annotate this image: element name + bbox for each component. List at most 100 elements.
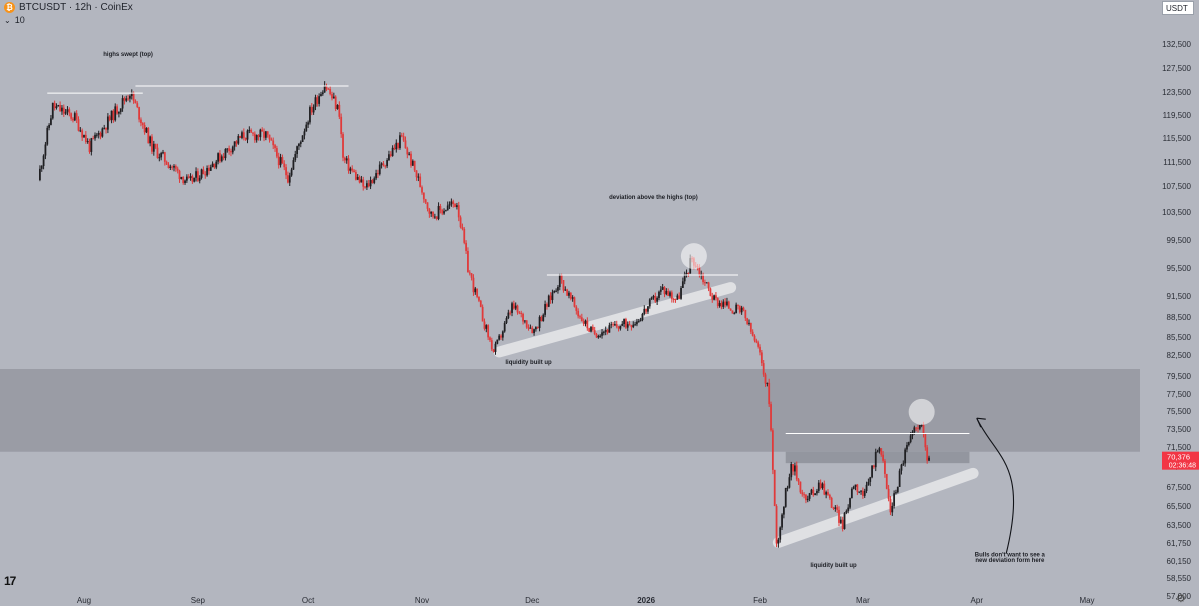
candle-body bbox=[73, 113, 76, 121]
candle-body bbox=[540, 316, 543, 322]
candle-body bbox=[395, 142, 398, 150]
candle-body bbox=[716, 298, 719, 307]
candle-body bbox=[147, 127, 150, 144]
candle-body bbox=[362, 179, 365, 187]
candle-body bbox=[599, 335, 602, 337]
candle-body bbox=[726, 301, 728, 306]
candle-body bbox=[184, 180, 186, 183]
candle-body bbox=[729, 308, 732, 311]
candle-body bbox=[803, 494, 806, 496]
candle-body bbox=[744, 309, 747, 319]
candle-body bbox=[59, 105, 62, 112]
candle-body bbox=[654, 296, 657, 302]
candle-body bbox=[312, 106, 315, 113]
candle-body bbox=[902, 463, 905, 465]
candle-body bbox=[733, 313, 736, 315]
currency-button[interactable]: USDT bbox=[1162, 1, 1194, 15]
candle-body bbox=[213, 163, 216, 168]
candle-body bbox=[233, 141, 236, 147]
candle-body bbox=[272, 140, 275, 146]
candle-body bbox=[674, 299, 677, 301]
x-tick-label: Sep bbox=[191, 596, 206, 605]
candle-body bbox=[591, 326, 594, 331]
candle-body bbox=[544, 304, 546, 315]
candle-body bbox=[795, 465, 798, 480]
candle-body bbox=[751, 331, 754, 336]
symbol-header[interactable]: ₿ BTCUSDT · 12h · CoinEx bbox=[4, 2, 133, 13]
candle-body bbox=[336, 104, 339, 109]
indicator-legend[interactable]: ⌄ 10 bbox=[4, 15, 25, 25]
candle-body bbox=[171, 166, 174, 168]
range-box bbox=[785, 451, 970, 464]
candle-body bbox=[884, 460, 886, 474]
candle-body bbox=[474, 288, 477, 293]
candle-body bbox=[123, 98, 126, 101]
candle-body bbox=[698, 267, 701, 276]
candle-body bbox=[781, 514, 783, 528]
candle-body bbox=[768, 382, 771, 405]
candle-body bbox=[242, 132, 245, 138]
candle-body bbox=[459, 217, 462, 228]
candle-body bbox=[742, 307, 745, 310]
bitcoin-icon: ₿ bbox=[4, 2, 15, 13]
candle-body bbox=[525, 320, 528, 328]
candle-body bbox=[299, 141, 302, 144]
candle-body bbox=[143, 124, 146, 133]
candle-body bbox=[173, 165, 175, 168]
candle-body bbox=[808, 493, 811, 499]
candle-body bbox=[496, 339, 499, 344]
candle-body bbox=[127, 98, 129, 100]
candle-body bbox=[632, 324, 635, 328]
candle-body bbox=[628, 324, 631, 326]
candle-body bbox=[757, 342, 760, 347]
candle-body bbox=[356, 176, 359, 180]
candle-body bbox=[667, 290, 670, 296]
candle-body bbox=[924, 433, 927, 448]
candle-body bbox=[569, 292, 572, 299]
candle-body bbox=[298, 143, 300, 147]
candle-body bbox=[551, 292, 554, 301]
candle-body bbox=[663, 287, 666, 295]
y-tick-label: 111,500 bbox=[1163, 158, 1191, 167]
chevron-down-icon[interactable]: ⌄ bbox=[4, 15, 11, 25]
candle-body bbox=[167, 164, 170, 168]
candle-body bbox=[259, 129, 262, 138]
candle-body bbox=[70, 113, 73, 119]
candle-body bbox=[546, 304, 548, 307]
x-tick-label: Feb bbox=[753, 596, 767, 605]
gear-icon[interactable]: ⚙ bbox=[1176, 593, 1186, 605]
candle-body bbox=[136, 103, 139, 108]
candle-body bbox=[119, 108, 122, 112]
candle-body bbox=[42, 155, 45, 167]
current-price-value: 70,376 bbox=[1167, 453, 1190, 462]
candle-body bbox=[557, 287, 559, 291]
candle-body bbox=[889, 499, 892, 513]
candle-body bbox=[615, 324, 618, 327]
candle-body bbox=[241, 132, 243, 138]
candle-body bbox=[479, 300, 482, 307]
candle-body bbox=[489, 337, 491, 341]
candle-body bbox=[373, 178, 376, 183]
x-tick-label: Mar bbox=[856, 596, 870, 605]
candle-body bbox=[577, 310, 580, 317]
candle-body bbox=[318, 96, 321, 104]
candle-body bbox=[51, 102, 54, 119]
candle-body bbox=[472, 277, 475, 293]
candle-body bbox=[369, 180, 372, 187]
candle-body bbox=[670, 292, 673, 299]
candle-body bbox=[503, 322, 506, 332]
candle-body bbox=[55, 106, 58, 109]
deviation-circle-2 bbox=[908, 398, 935, 425]
candle-body bbox=[485, 325, 488, 329]
candle-body bbox=[777, 539, 780, 544]
candle-body bbox=[547, 295, 550, 307]
candle-body bbox=[812, 489, 815, 496]
candle-body bbox=[275, 148, 278, 157]
candle-body bbox=[854, 484, 857, 487]
candle-body bbox=[817, 482, 820, 491]
candle-body bbox=[490, 340, 493, 350]
candle-body bbox=[400, 135, 403, 137]
candle-body bbox=[450, 201, 453, 205]
x-tick-label: Aug bbox=[77, 596, 91, 605]
